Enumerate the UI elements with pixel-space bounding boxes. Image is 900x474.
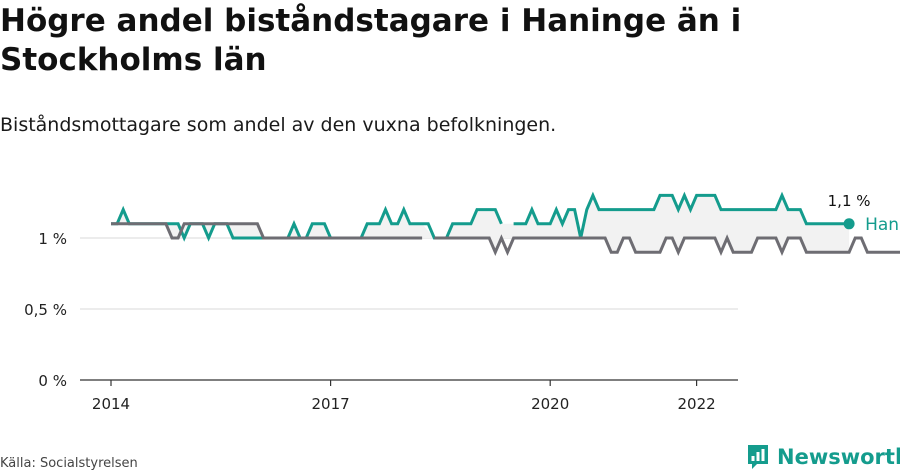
x-tick-label: 2017 [312,395,350,413]
y-tick-label: 0 % [38,372,67,390]
brand-logo: Newsworthy [746,442,900,472]
newsworthy-logo-icon [748,445,768,469]
x-axis: 2014 2017 2020 2022 [80,379,738,413]
chart-title: Högre andel biståndstagare i Haninge än … [0,3,742,78]
source-note: Källa: Socialstyrelsen [0,456,138,471]
series-line [111,222,900,257]
y-tick-label: 0,5 % [24,301,67,319]
series-labels: 1,1 %Haninge kommunStockholms län0,9 % [828,192,900,235]
y-tick-label: 1 % [38,230,67,248]
series-end-marker [843,218,855,230]
chart-subtitle: Biståndsmottagare som andel av den vuxna… [0,114,557,136]
x-tick-label: 2014 [92,395,130,413]
x-tick-label: 2020 [531,395,569,413]
series-lines [111,191,900,257]
gridlines: 0 % 0,5 % 1 % [24,230,738,390]
brand-name: Newsworthy [777,445,900,469]
x-tick-label: 2022 [678,395,716,413]
series-name-label: Haninge kommun [865,215,900,235]
line-chart: 0 % 0,5 % 1 % 2014 2017 2020 2022 1,1 % Haning… [24,191,900,413]
end-value-label: 1,1 % [828,192,871,210]
